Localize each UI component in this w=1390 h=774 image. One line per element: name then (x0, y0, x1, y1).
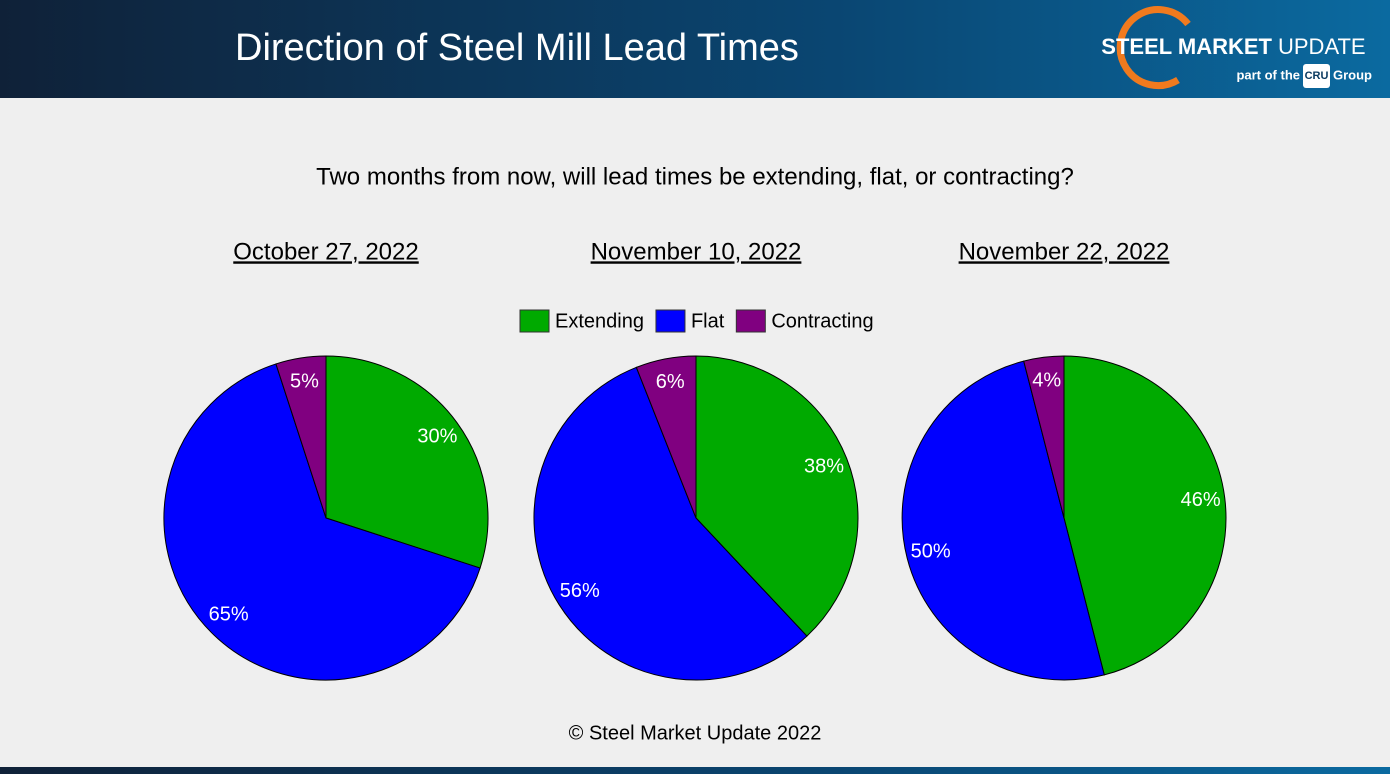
slide-title: Direction of Steel Mill Lead Times (235, 27, 799, 69)
question: Two months from now, will lead times be … (316, 163, 1074, 190)
legend-label: Extending (555, 310, 644, 332)
logo-box-text: CRU (1305, 70, 1329, 82)
pie-slice (901, 360, 1105, 681)
slice-label: 30% (417, 425, 457, 447)
logo-tagline-suffix: Group (1333, 67, 1372, 82)
slice-label: 65% (209, 604, 249, 626)
legend-swatch (655, 309, 686, 333)
legend-swatch (519, 309, 550, 333)
logo-brand: STEEL MARKET (1101, 34, 1272, 59)
slice-label: 56% (560, 580, 600, 602)
legend-label: Flat (691, 310, 725, 332)
logo-arc (1116, 6, 1191, 90)
pie-slice (1063, 355, 1227, 676)
copyright: © Steel Market Update 2022 (569, 722, 822, 744)
logo-tagline: part of the (1236, 67, 1300, 82)
pie-title: November 22, 2022 (959, 238, 1170, 265)
legend-label: Contracting (771, 310, 873, 332)
pie-slice (695, 355, 859, 637)
pie-slice (275, 355, 327, 519)
slice-label: 6% (656, 371, 685, 393)
footer-bar (0, 767, 1390, 774)
pie-title: October 27, 2022 (233, 238, 418, 265)
slice-label: 50% (911, 541, 951, 563)
slice-label: 5% (290, 370, 319, 392)
pie-slice (325, 355, 489, 569)
slice-label: 4% (1032, 370, 1061, 392)
pie-slice (533, 366, 808, 681)
slice-label: 38% (804, 456, 844, 478)
pie-slice (635, 355, 697, 519)
header-bar (0, 0, 1390, 98)
pie-slice (163, 363, 481, 681)
legend-swatch (735, 309, 766, 333)
logo-brand-light: UPDATE (1278, 34, 1366, 59)
pie-title: November 10, 2022 (591, 238, 802, 265)
slice-label: 46% (1181, 489, 1221, 511)
logo-box (1303, 64, 1330, 88)
pie-slice (1023, 355, 1065, 519)
